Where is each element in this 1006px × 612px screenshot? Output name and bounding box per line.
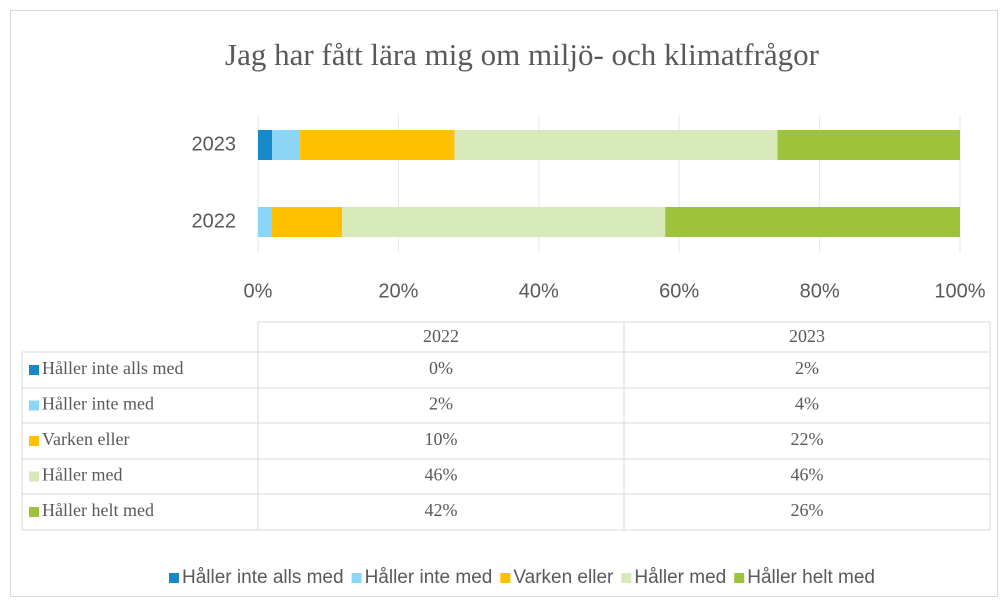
table-cell: 46% (791, 465, 824, 485)
table-cell: 0% (429, 358, 453, 378)
table-cell: 42% (425, 500, 458, 520)
legend-key (351, 573, 362, 583)
table-legend-key (29, 365, 39, 375)
legend-label: Håller inte alls med (182, 567, 344, 588)
bar-segment (258, 207, 273, 237)
table-legend-key (29, 436, 39, 446)
x-tick-label: 20% (378, 280, 418, 302)
table-legend-key (29, 400, 39, 411)
legend-label: Håller helt med (747, 567, 875, 588)
table-row-label: Håller med (42, 465, 122, 485)
y-tick-label: 2023 (192, 133, 237, 155)
x-tick-label: 100% (934, 280, 985, 302)
table-legend-key (29, 471, 39, 482)
bar-segment (258, 130, 273, 160)
chart-title: Jag har fått lära mig om miljö- och klim… (225, 37, 820, 72)
x-tick-label: 60% (659, 280, 699, 302)
table-cell: 26% (791, 500, 824, 520)
table-cell: 22% (791, 429, 824, 449)
bar-segment (777, 130, 960, 160)
bar-segment (272, 207, 343, 237)
legend-label: Varken eller (513, 567, 614, 588)
legend-key (500, 573, 511, 583)
table-row-label: Håller helt med (42, 500, 154, 520)
table-row-label: Håller inte alls med (42, 358, 183, 378)
table-cell: 4% (795, 394, 819, 414)
table-row-label: Varken eller (42, 429, 129, 449)
table-cell: 10% (425, 429, 458, 449)
legend-key (169, 573, 179, 583)
legend-key (734, 573, 745, 583)
table-header: 2023 (789, 326, 825, 346)
legend-label: Håller med (634, 567, 726, 588)
table-legend-key (29, 507, 39, 517)
bar-segment (272, 130, 301, 160)
table-cell: 2% (795, 358, 819, 378)
bar-segment (454, 130, 778, 160)
y-tick-label: 2022 (192, 210, 237, 232)
table-cell: 46% (425, 465, 458, 485)
table-cell: 2% (429, 394, 453, 414)
legend-label: Håller inte med (365, 567, 493, 588)
table-header: 2022 (423, 326, 459, 346)
bar-segment (300, 130, 455, 160)
x-tick-label: 80% (800, 280, 840, 302)
table-row-label: Håller inte med (42, 394, 154, 414)
bar-segment (665, 207, 960, 237)
x-tick-label: 40% (519, 280, 559, 302)
x-tick-label: 0% (244, 280, 273, 302)
legend-key (621, 573, 632, 583)
chart-frame (10, 10, 998, 597)
bar-segment (342, 207, 666, 237)
